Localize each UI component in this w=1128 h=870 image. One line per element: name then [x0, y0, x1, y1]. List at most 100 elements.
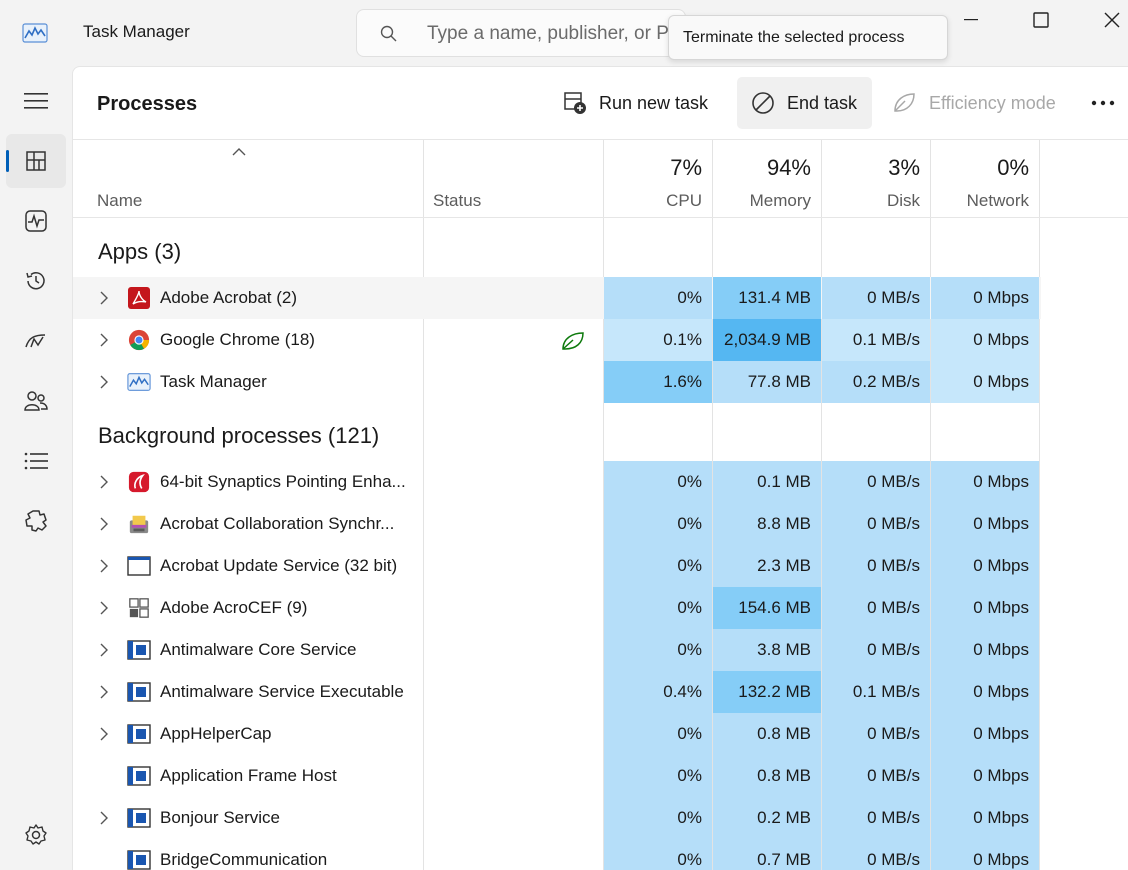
process-name: Acrobat Update Service (32 bit) [160, 556, 398, 575]
expand-chevron-icon[interactable] [99, 685, 109, 699]
expand-chevron-icon[interactable] [99, 559, 109, 573]
expand-chevron-icon[interactable] [99, 517, 109, 531]
group-header-apps[interactable]: Apps (3) [98, 239, 182, 264]
process-row[interactable]: BridgeCommunication 0% 0.7 MB 0 MB/s 0 M… [73, 839, 1041, 870]
hamburger-menu-button[interactable] [6, 74, 66, 128]
process-row[interactable]: Task Manager 1.6% 77.8 MB 0.2 MB/s 0 Mbp… [73, 361, 1041, 403]
service-icon [127, 808, 151, 828]
more-options-button[interactable] [1089, 77, 1128, 129]
process-name: Application Frame Host [160, 766, 337, 785]
efficiency-leaf-icon [562, 332, 584, 350]
maximize-button[interactable] [1018, 0, 1064, 40]
process-name: Google Chrome (18) [160, 330, 315, 349]
close-button[interactable] [1089, 0, 1128, 40]
expand-chevron-icon[interactable] [99, 333, 109, 347]
efficiency-mode-label: Efficiency mode [929, 92, 1056, 113]
process-row[interactable]: Application Frame Host 0% 0.8 MB 0 MB/s … [73, 755, 1041, 797]
network-value: 0 Mbps [931, 361, 1039, 403]
memory-value: 0.2 MB [713, 797, 821, 839]
disk-value: 0.2 MB/s [822, 361, 930, 403]
process-row[interactable]: AppHelperCap 0% 0.8 MB 0 MB/s 0 Mbps [73, 713, 1041, 755]
process-name: Adobe Acrobat (2) [160, 288, 298, 307]
cpu-total: 7% [670, 155, 702, 180]
process-name: Adobe AcroCEF (9) [160, 598, 308, 617]
nav-details[interactable] [6, 434, 66, 488]
disk-value: 0 MB/s [822, 277, 930, 319]
acrobat-icon [128, 287, 150, 309]
active-nav-indicator [6, 150, 9, 172]
nav-processes[interactable] [6, 134, 66, 188]
process-row[interactable]: Adobe Acrobat (2) 0% 131.4 MB 0 MB/s 0 M… [73, 277, 1041, 319]
process-row[interactable]: Antimalware Core Service 0% 3.8 MB 0 MB/… [73, 629, 1041, 671]
expand-chevron-icon[interactable] [99, 643, 109, 657]
network-value: 0 Mbps [931, 755, 1039, 797]
process-row[interactable]: Bonjour Service 0% 0.2 MB 0 MB/s 0 Mbps [73, 797, 1041, 839]
service-icon [127, 682, 151, 702]
network-total: 0% [997, 155, 1029, 180]
cpu-value: 0% [604, 277, 712, 319]
efficiency-leaf-icon [894, 93, 915, 112]
nav-startup-apps[interactable] [6, 314, 66, 368]
expand-chevron-icon[interactable] [99, 375, 109, 389]
memory-value: 77.8 MB [713, 361, 821, 403]
details-icon [24, 452, 48, 470]
column-header-network[interactable]: Network [966, 191, 1029, 210]
memory-value: 154.6 MB [713, 587, 821, 629]
disk-value: 0 MB/s [822, 797, 930, 839]
expand-chevron-icon[interactable] [99, 291, 109, 305]
disk-value: 0 MB/s [822, 713, 930, 755]
more-icon [1091, 100, 1115, 106]
process-row[interactable]: Acrobat Collaboration Synchr... 0% 8.8 M… [73, 503, 1041, 545]
hamburger-icon [24, 93, 48, 109]
group-header-background[interactable]: Background processes (121) [98, 423, 380, 448]
process-name: Antimalware Core Service [160, 640, 357, 659]
nav-app-history[interactable] [6, 254, 66, 308]
cpu-value: 0% [604, 839, 712, 870]
minimize-button[interactable] [948, 0, 994, 40]
column-header-cpu[interactable]: CPU [666, 191, 702, 210]
process-row[interactable]: Adobe AcroCEF (9) 0% 154.6 MB 0 MB/s 0 M… [73, 587, 1041, 629]
column-header-disk[interactable]: Disk [886, 191, 920, 210]
process-row[interactable]: Antimalware Service Executable 0.4% 132.… [73, 671, 1041, 713]
nav-users[interactable] [6, 374, 66, 428]
column-header-memory[interactable]: Memory [749, 191, 811, 210]
cpu-value: 0% [604, 797, 712, 839]
disk-value: 0 MB/s [822, 755, 930, 797]
process-row[interactable]: 64-bit Synaptics Pointing Enha... 0% 0.1… [73, 461, 1041, 503]
run-new-task-button[interactable]: Run new task [551, 77, 720, 129]
disk-value: 0 MB/s [822, 545, 930, 587]
efficiency-mode-button[interactable]: Efficiency mode [879, 77, 1068, 129]
cpu-value: 0% [604, 629, 712, 671]
expand-chevron-icon[interactable] [99, 811, 109, 825]
column-header-status[interactable]: Status [433, 191, 482, 210]
minimize-icon [964, 19, 978, 21]
column-divider [1039, 140, 1040, 870]
process-row[interactable]: Google Chrome (18) 0.1% 2,034.9 MB 0.1 M… [73, 319, 1041, 361]
memory-value: 0.1 MB [713, 461, 821, 503]
nav-performance[interactable] [6, 194, 66, 248]
network-value: 0 Mbps [931, 319, 1039, 361]
synaptics-icon [128, 471, 150, 493]
column-header-name[interactable]: Name [97, 191, 143, 210]
process-row[interactable]: Acrobat Update Service (32 bit) 0% 2.3 M… [73, 545, 1041, 587]
nav-settings[interactable] [6, 808, 66, 862]
end-task-button[interactable]: End task [737, 77, 872, 129]
service-icon [127, 766, 151, 786]
expand-chevron-icon[interactable] [99, 727, 109, 741]
expand-chevron-icon[interactable] [99, 475, 109, 489]
column-divider [930, 140, 931, 870]
acrocef-icon [129, 598, 149, 618]
end-task-icon [752, 92, 774, 114]
nav-services[interactable] [6, 494, 66, 548]
startup-apps-icon [25, 334, 46, 348]
expand-chevron-icon[interactable] [99, 601, 109, 615]
process-name: AppHelperCap [160, 724, 272, 743]
cpu-value: 0% [604, 461, 712, 503]
network-value: 0 Mbps [931, 671, 1039, 713]
task-manager-logo-icon [22, 23, 48, 43]
cpu-value: 1.6% [604, 361, 712, 403]
cpu-value: 0% [604, 713, 712, 755]
processes-icon [26, 151, 46, 171]
search-box[interactable]: Type a name, publisher, or PID to search [356, 9, 686, 57]
search-input[interactable]: Type a name, publisher, or PID to search [427, 23, 685, 44]
